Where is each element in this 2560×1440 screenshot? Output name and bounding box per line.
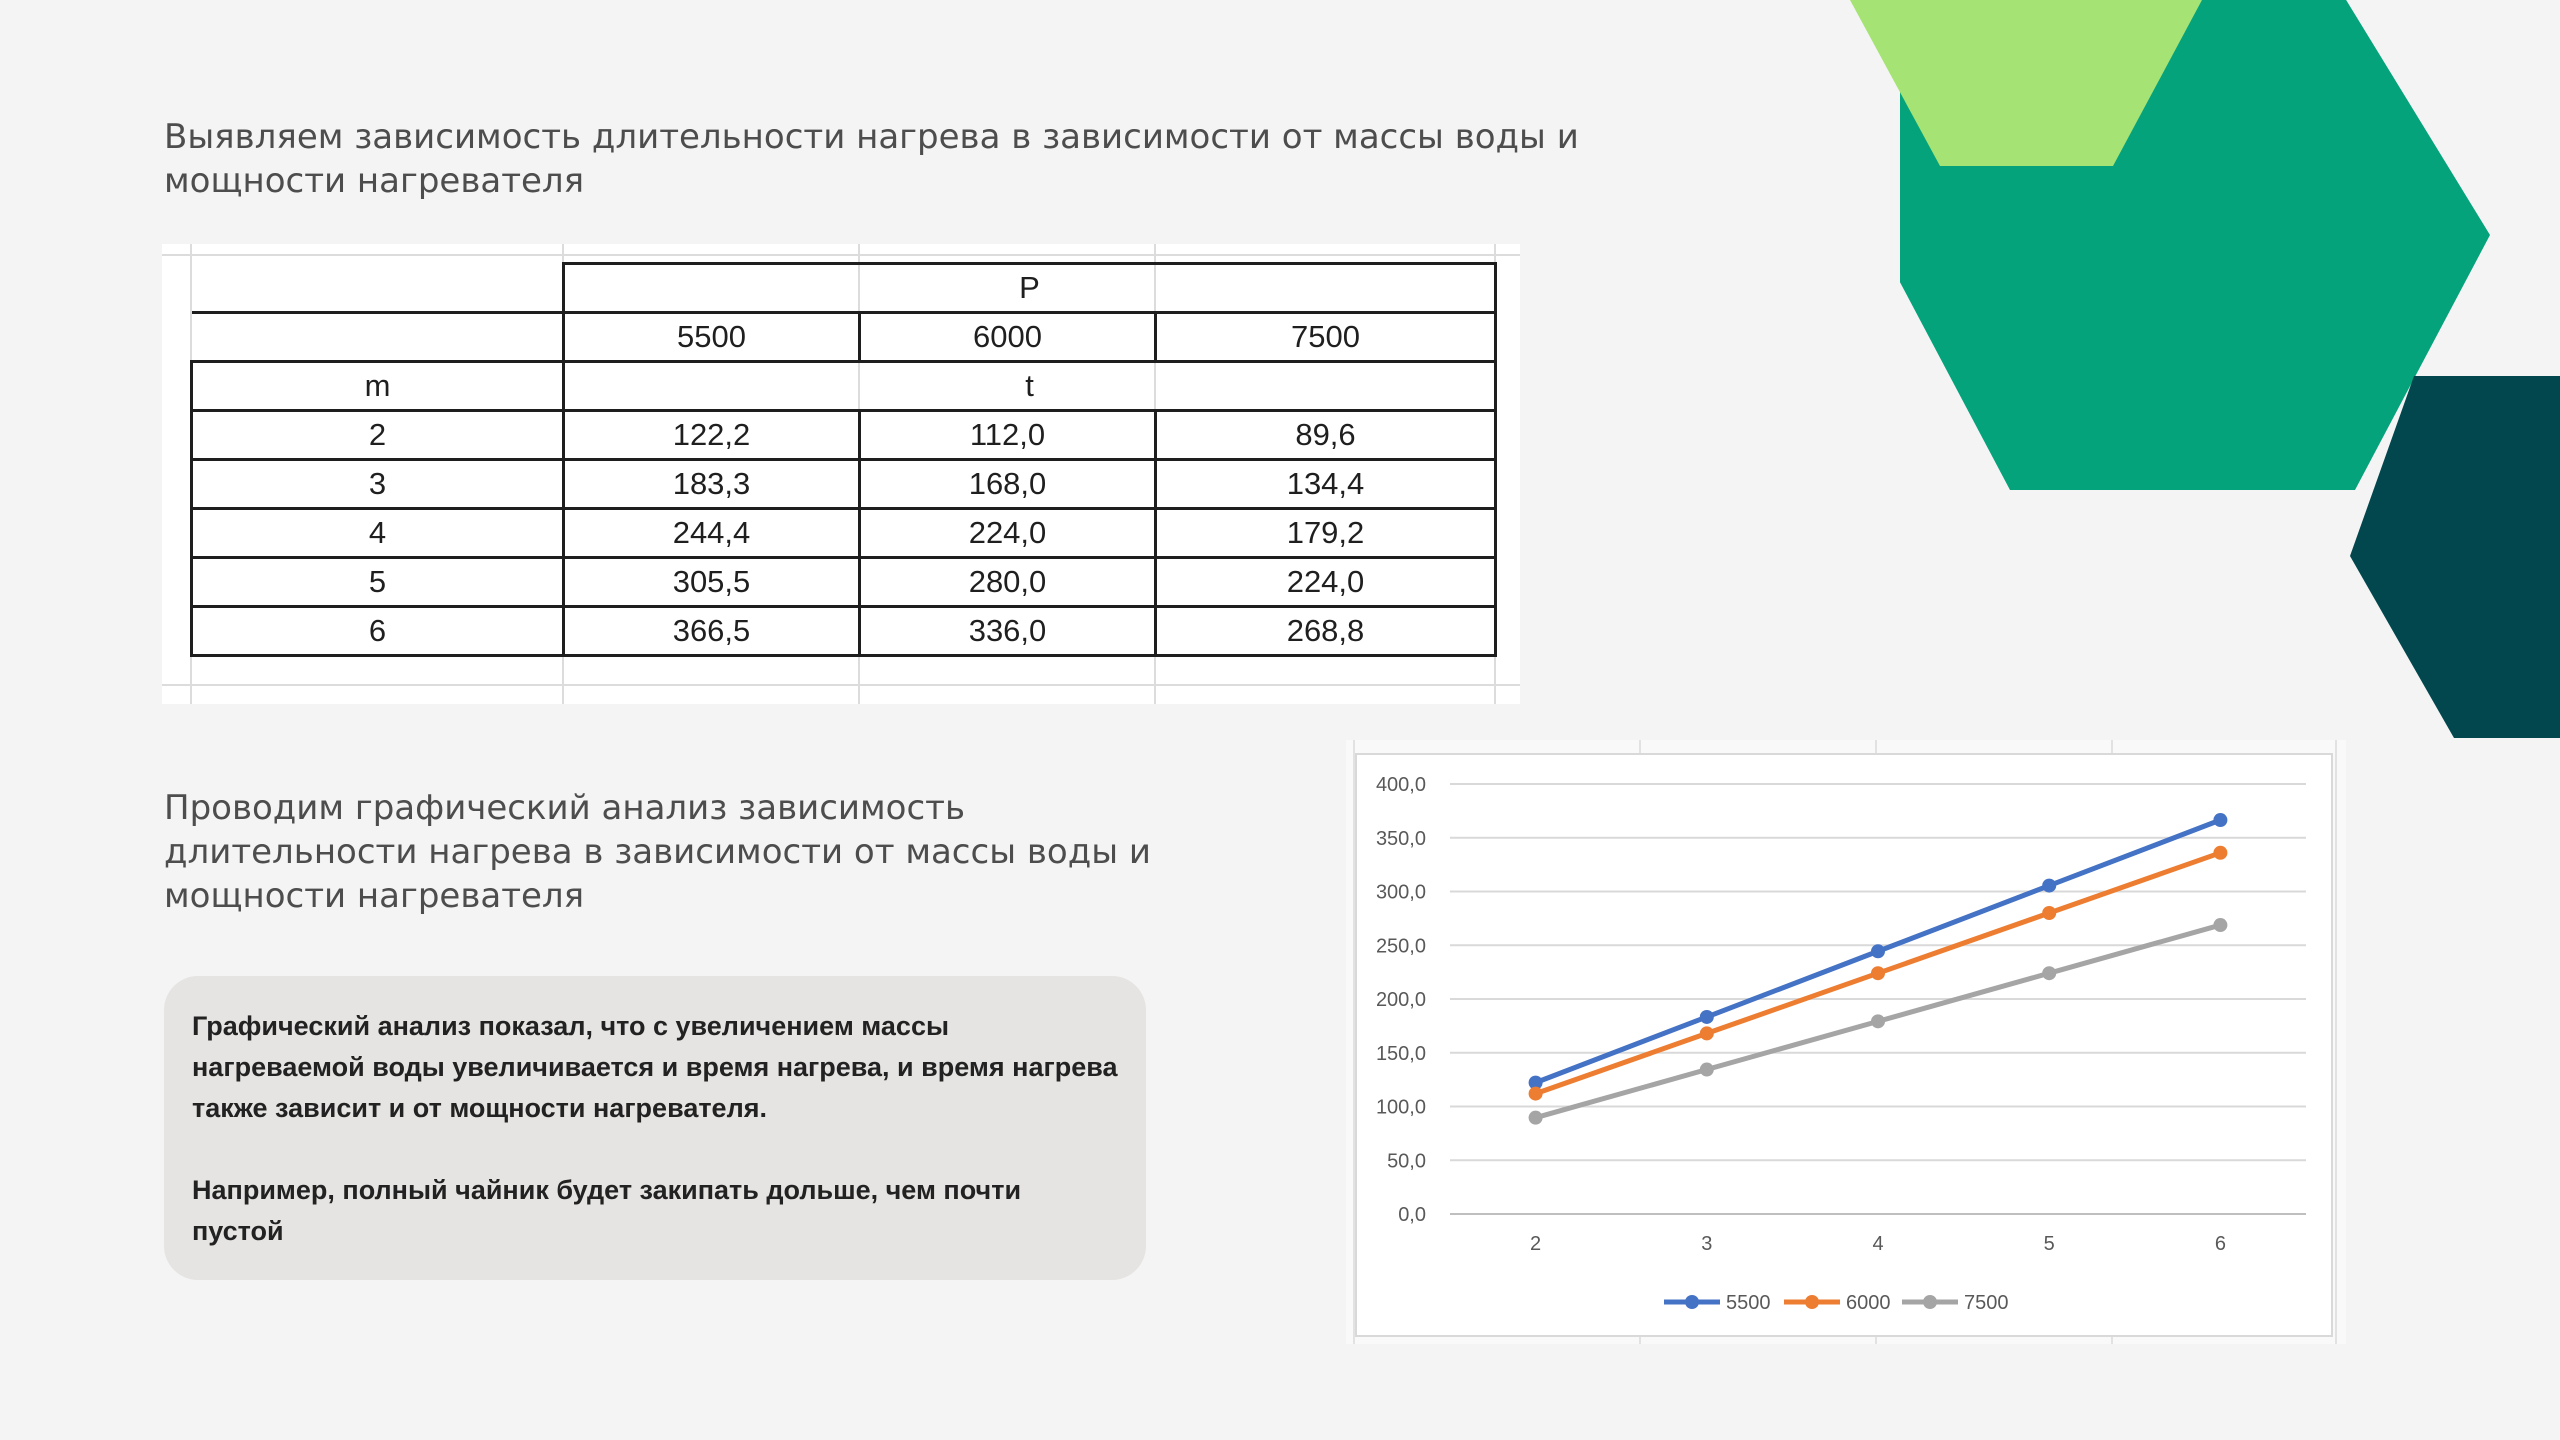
table-row: 3 183,3 168,0 134,4 [190, 458, 1497, 510]
time-cell: 112,0 [858, 409, 1157, 461]
light-green-hexagon-decoration [1850, 0, 2202, 166]
y-tick-label: 300,0 [1376, 882, 1426, 904]
legend-label-7500: 7500 [1964, 1292, 2009, 1314]
data-point [1699, 1026, 1714, 1041]
data-point [1699, 1062, 1714, 1077]
data-point [2213, 845, 2228, 860]
legend-marker-6000 [1805, 1295, 1819, 1309]
table-row: 4 244,4 224,0 179,2 [190, 507, 1497, 559]
data-point [1871, 944, 1885, 959]
power-value-cell: 7500 [1154, 311, 1497, 363]
y-tick-label: 250,0 [1376, 935, 1426, 957]
x-tick-label: 3 [1701, 1233, 1712, 1255]
mass-cell: 6 [190, 605, 565, 657]
time-cell: 224,0 [1154, 556, 1497, 608]
mass-cell: 2 [190, 409, 565, 461]
time-header-cell: t [562, 360, 1497, 412]
time-cell: 122,2 [562, 409, 861, 461]
legend-label-5500: 5500 [1726, 1292, 1771, 1314]
table-row: 5500 6000 7500 [191, 311, 1497, 363]
mass-cell: 3 [190, 458, 565, 510]
x-tick-label: 4 [1872, 1233, 1883, 1255]
data-table-screenshot: P 5500 6000 7500 m t 2 122,2 112,0 89,6 … [162, 244, 1520, 704]
chart-area [1355, 753, 2333, 1337]
mass-header-cell: m [190, 360, 565, 412]
data-point [2213, 813, 2228, 828]
conclusion-paragraph: Графический анализ показал, что с увелич… [192, 1011, 1118, 1123]
data-point [2042, 906, 2057, 920]
legend-label-6000: 6000 [1846, 1292, 1891, 1314]
x-tick-label: 2 [1530, 1233, 1541, 1255]
y-tick-label: 200,0 [1376, 989, 1426, 1011]
data-point [1699, 1009, 1714, 1024]
conclusion-box: Графический анализ показал, что с увелич… [164, 976, 1146, 1280]
empty-corner-cell [191, 312, 565, 363]
power-value-cell: 6000 [858, 311, 1157, 363]
mass-cell: 4 [190, 507, 565, 559]
heating-time-table: P 5500 6000 7500 m t 2 122,2 112,0 89,6 … [190, 262, 1497, 657]
power-value-cell: 5500 [562, 311, 861, 363]
data-point [2213, 918, 2228, 933]
time-cell: 179,2 [1154, 507, 1497, 559]
time-cell: 366,5 [562, 605, 861, 657]
y-tick-label: 350,0 [1376, 828, 1426, 850]
data-point [1528, 1086, 1543, 1101]
y-tick-label: 50,0 [1387, 1150, 1426, 1172]
legend-marker-7500 [1923, 1295, 1937, 1309]
data-point [1871, 1014, 1885, 1029]
time-cell: 280,0 [858, 556, 1157, 608]
table-row: P [191, 262, 1497, 314]
time-cell: 305,5 [562, 556, 861, 608]
table-row: m t [190, 360, 1497, 412]
x-tick-label: 6 [2215, 1233, 2226, 1255]
time-cell: 244,4 [562, 507, 861, 559]
example-paragraph: Например, полный чайник будет закипать д… [192, 1175, 1022, 1246]
y-tick-label: 100,0 [1376, 1097, 1426, 1119]
time-cell: 268,8 [1154, 605, 1497, 657]
time-cell: 134,4 [1154, 458, 1497, 510]
time-cell: 336,0 [858, 605, 1157, 657]
x-tick-label: 5 [2044, 1233, 2055, 1255]
chart-svg: 0,0 50,0 100,0 150,0 200,0 250,0 300,0 350,0 400… [1353, 740, 2337, 1344]
data-point [1871, 966, 1885, 981]
y-tick-label: 0,0 [1398, 1204, 1426, 1226]
y-tick-label: 150,0 [1376, 1043, 1426, 1065]
table-row: 2 122,2 112,0 89,6 [190, 409, 1497, 461]
mass-cell: 5 [190, 556, 565, 608]
table-row: 6 366,5 336,0 268,8 [190, 605, 1497, 657]
y-tick-label: 400,0 [1376, 774, 1426, 796]
empty-corner-cell [191, 263, 565, 314]
power-header-cell: P [562, 262, 1497, 314]
heating-time-chart: 0,0 50,0 100,0 150,0 200,0 250,0 300,0 350,0 400… [1346, 740, 2346, 1344]
dark-teal-hexagon-decoration [2350, 376, 2560, 738]
data-point [2042, 966, 2057, 981]
data-point [1528, 1110, 1543, 1125]
time-cell: 183,3 [562, 458, 861, 510]
page-title: Выявляем зависимость длительности нагрев… [164, 117, 1579, 201]
data-point [2042, 878, 2057, 893]
time-cell: 224,0 [858, 507, 1157, 559]
data-point [1528, 1075, 1543, 1090]
analysis-subtitle: Проводим графический анализ зависимость … [164, 788, 1151, 916]
time-cell: 89,6 [1154, 409, 1497, 461]
table-row: 5 305,5 280,0 224,0 [190, 556, 1497, 608]
legend-marker-5500 [1685, 1295, 1699, 1309]
time-cell: 168,0 [858, 458, 1157, 510]
